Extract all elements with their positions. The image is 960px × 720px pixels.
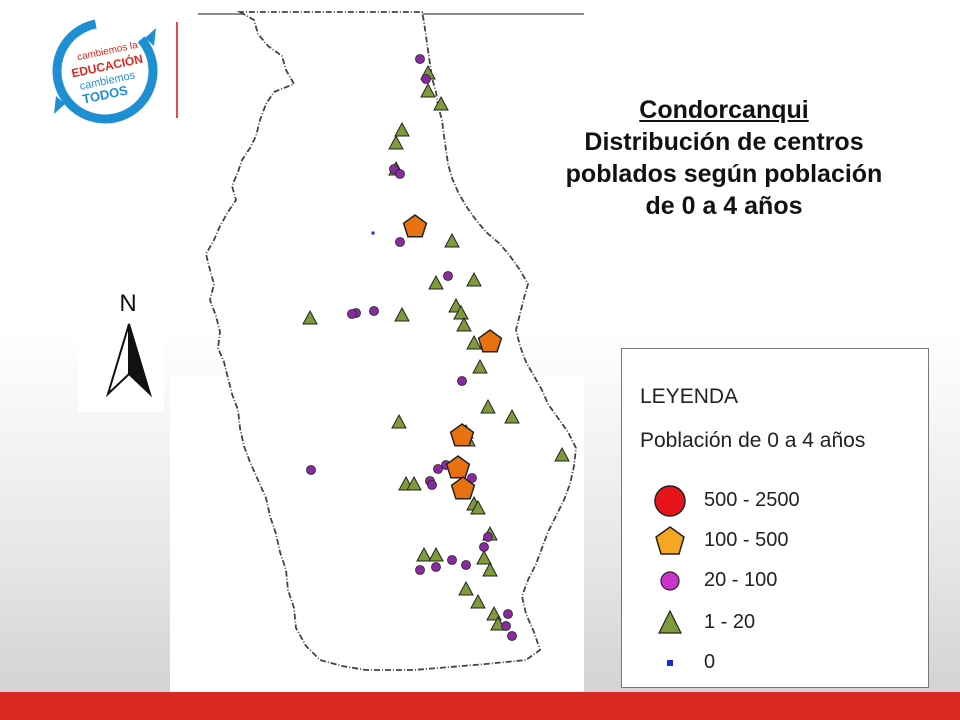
settlement-20-100-marker xyxy=(467,473,477,483)
title-line-2: Distribución de centros xyxy=(584,128,864,156)
legend-item-1-20: 1 - 20 xyxy=(652,605,912,641)
settlement-20-100-marker xyxy=(395,237,405,247)
title-line-3: poblados según población xyxy=(565,160,883,188)
settlement-1-20-marker xyxy=(480,398,496,414)
title-line-4: de 0 a 4 años xyxy=(645,192,803,220)
settlement-1-20-marker xyxy=(302,309,318,325)
legend-label: 100 - 500 xyxy=(704,529,789,551)
legend-label: 0 xyxy=(704,651,716,673)
map-title: Condorcanqui Distribución de centros pob… xyxy=(508,94,940,222)
settlement-20-100-marker xyxy=(483,532,493,542)
legend-heading: LEYENDA xyxy=(640,385,739,408)
settlement-1-20-marker xyxy=(453,304,469,320)
north-arrow-icon xyxy=(106,323,152,398)
settlement-20-100-marker xyxy=(457,376,467,386)
legend-subheading: Población de 0 a 4 años xyxy=(640,429,866,452)
settlement-1-20-marker xyxy=(388,134,404,150)
settlement-1-20-marker xyxy=(394,121,410,137)
province-boundary xyxy=(205,11,577,671)
settlement-1-20-marker xyxy=(466,334,482,350)
settlement-20-100-marker xyxy=(461,560,471,570)
settlement-1-20-marker xyxy=(428,274,444,290)
settlement-1-20-marker xyxy=(433,95,449,111)
map-condorcanqui xyxy=(198,11,584,671)
pentagon-icon xyxy=(655,526,685,555)
square-icon xyxy=(667,660,673,666)
large-circle-icon xyxy=(654,485,686,517)
settlement-20-100-marker xyxy=(421,74,431,84)
settlement-20-100-marker xyxy=(443,271,453,281)
settlement-1-20-marker xyxy=(486,605,502,621)
north-arrow-panel: N xyxy=(78,282,164,412)
settlement-1-20-marker xyxy=(470,499,486,515)
settlement-20-100-marker xyxy=(479,542,489,552)
settlement-1-20-marker xyxy=(406,475,422,491)
settlement-20-100-marker xyxy=(501,621,511,631)
settlement-20-100-marker xyxy=(431,562,441,572)
settlement-20-100-marker xyxy=(306,465,316,475)
circle-icon xyxy=(660,571,680,591)
settlement-1-20-marker xyxy=(554,446,570,462)
settlement-1-20-marker xyxy=(472,358,488,374)
legend-item-20-100: 20 - 100 xyxy=(652,563,912,599)
settlement-20-100-marker xyxy=(503,609,513,619)
settlement-20-100-marker xyxy=(427,480,437,490)
settlement-20-100-marker xyxy=(415,54,425,64)
settlement-1-20-marker xyxy=(420,82,436,98)
settlement-100-500-marker xyxy=(445,455,471,479)
legend-box: LEYENDA Población de 0 a 4 años 500 - 25… xyxy=(621,348,929,688)
triangle-icon xyxy=(658,609,682,634)
legend-label: 1 - 20 xyxy=(704,611,756,633)
settlement-100-500-marker xyxy=(477,329,503,353)
settlement-1-20-marker xyxy=(428,546,444,562)
settlement-20-100-marker xyxy=(347,309,357,319)
settlement-1-20-marker xyxy=(458,580,474,596)
settlement-20-100-marker xyxy=(395,169,405,179)
title-province: Condorcanqui xyxy=(639,96,809,124)
settlement-100-500-marker xyxy=(450,476,476,500)
settlement-0-marker xyxy=(371,231,375,235)
settlement-1-20-marker xyxy=(456,316,472,332)
settlement-1-20-marker xyxy=(470,593,486,609)
header-divider xyxy=(176,22,178,118)
settlement-20-100-marker xyxy=(433,464,443,474)
footer-bar xyxy=(0,692,960,720)
legend-item-100-500: 100 - 500 xyxy=(652,523,912,559)
settlement-1-20-marker xyxy=(466,271,482,287)
settlement-20-100-marker xyxy=(369,306,379,316)
settlement-1-20-marker xyxy=(482,561,498,577)
settlement-100-500-marker xyxy=(402,214,428,238)
legend-item-0: 0 xyxy=(652,645,912,681)
settlement-1-20-marker xyxy=(416,546,432,562)
settlement-1-20-marker xyxy=(391,413,407,429)
settlement-20-100-marker xyxy=(447,555,457,565)
settlement-1-20-marker xyxy=(504,408,520,424)
cambiemos-educacion-logo: cambiemos la EDUCACIÓN cambiemos TODOS xyxy=(52,18,158,124)
legend-label: 20 - 100 xyxy=(704,569,778,591)
settlement-1-20-marker xyxy=(394,306,410,322)
settlement-1-20-marker xyxy=(476,549,492,565)
settlement-20-100-marker xyxy=(507,631,517,641)
settlement-100-500-marker xyxy=(449,423,475,447)
settlement-1-20-marker xyxy=(444,232,460,248)
legend-item-500-2500: 500 - 2500 xyxy=(652,483,912,519)
north-letter: N xyxy=(119,290,137,317)
settlement-20-100-marker xyxy=(415,565,425,575)
legend-label: 500 - 2500 xyxy=(704,489,800,511)
